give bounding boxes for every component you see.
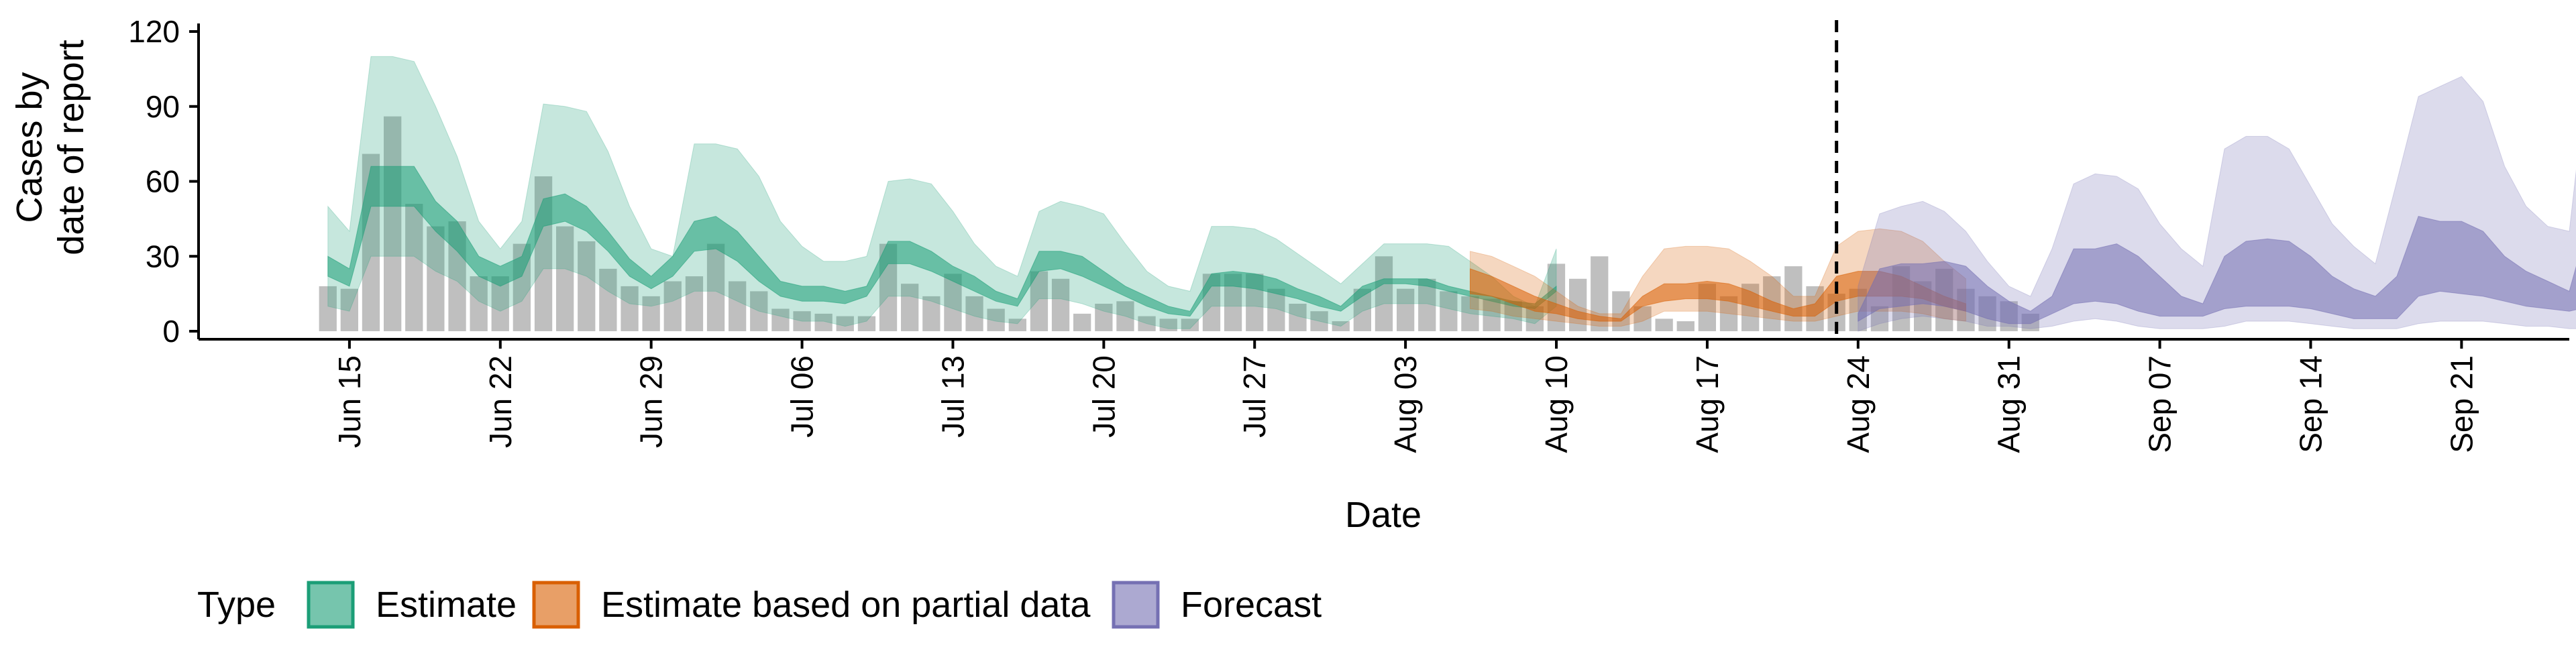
report-bar xyxy=(556,226,574,331)
report-bar xyxy=(578,241,596,331)
y-tick-label: 0 xyxy=(162,314,180,349)
report-bar xyxy=(1676,321,1695,331)
report-bar xyxy=(965,296,983,331)
x-tick-label: Aug 31 xyxy=(1992,355,2027,453)
y-tick-label: 30 xyxy=(146,239,180,274)
report-bar xyxy=(663,281,682,331)
forecast-outer-ribbon xyxy=(1858,76,2576,332)
report-bar xyxy=(1483,298,1501,331)
x-tick-label: Sep 07 xyxy=(2143,355,2178,453)
report-bar xyxy=(1397,288,1415,331)
x-tick-label: Sep 21 xyxy=(2444,355,2479,453)
report-bar xyxy=(319,286,337,331)
report-bar xyxy=(1332,321,1350,331)
report-bar xyxy=(1655,318,1673,331)
report-bar xyxy=(1569,278,1587,331)
report-bar xyxy=(1461,296,1479,331)
estimate-inner-ribbon xyxy=(327,166,1557,317)
x-tick-label: Aug 24 xyxy=(1841,355,1876,453)
report-bar xyxy=(836,316,854,331)
x-tick-label: Jun 29 xyxy=(634,355,669,448)
report-bar xyxy=(427,226,445,331)
x-tick-label: Jun 22 xyxy=(483,355,518,448)
legend-entry-label: Estimate xyxy=(376,585,517,625)
report-bar xyxy=(1051,278,1070,331)
y-tick-label: 120 xyxy=(128,14,180,49)
x-tick-label: Aug 17 xyxy=(1690,355,1725,453)
y-axis-label-line-2: date of report xyxy=(51,40,91,255)
report-bar xyxy=(599,268,617,331)
x-axis-label: Date xyxy=(1345,495,1421,535)
axes-layer: 0 30 60 90 120 Jun 15 Jun 22 Jun 29 Jul 06 Jul 13… xyxy=(128,14,2569,453)
report-bar xyxy=(1095,304,1113,331)
estimate-based-on-partial-data-outer-ribbon xyxy=(1470,228,1966,327)
report-bar xyxy=(750,291,768,331)
report-bar xyxy=(340,288,358,331)
report-bar xyxy=(1440,291,1458,331)
report-bar xyxy=(405,204,423,331)
y-axis-label-line-1: Cases by xyxy=(9,72,50,223)
report-bar xyxy=(621,286,639,331)
legend-key xyxy=(1112,581,1160,629)
x-tick-label: Sep 14 xyxy=(2294,355,2328,453)
report-bar xyxy=(814,313,833,331)
report-bar xyxy=(470,276,488,331)
legend-entry-label: Estimate based on partial data xyxy=(601,585,1091,625)
report-bar xyxy=(1289,304,1307,331)
report-bar xyxy=(1612,291,1630,331)
report-bar xyxy=(685,276,704,331)
report-bar xyxy=(1784,266,1803,331)
x-tick-label: Jul 20 xyxy=(1086,355,1121,438)
x-tick-label: Jul 27 xyxy=(1237,355,1272,438)
report-bar xyxy=(642,296,660,331)
report-bar xyxy=(1375,256,1393,332)
report-bar xyxy=(987,308,1005,331)
report-bar xyxy=(1008,318,1026,331)
report-bar xyxy=(1310,311,1328,331)
report-bar xyxy=(771,308,790,331)
report-bar xyxy=(922,296,941,331)
legend-key xyxy=(307,581,355,629)
legend-title: Type xyxy=(197,585,276,625)
report-bar xyxy=(1267,288,1285,331)
report-bar xyxy=(793,311,811,331)
report-bar xyxy=(1181,318,1199,331)
report-bar xyxy=(901,284,919,331)
legend-entry-label: Forecast xyxy=(1181,585,1322,625)
report-bar xyxy=(1159,318,1177,331)
y-tick-label: 60 xyxy=(146,164,180,199)
report-bar xyxy=(1116,301,1134,331)
x-tick-label: Aug 03 xyxy=(1388,355,1423,453)
report-bar xyxy=(729,281,747,331)
report-bar xyxy=(384,116,402,331)
report-bar xyxy=(706,243,725,331)
report-bar xyxy=(857,316,876,331)
x-tick-label: Jun 15 xyxy=(332,355,367,448)
forecast-inner-ribbon xyxy=(1858,216,2576,325)
x-tick-label: Jul 06 xyxy=(785,355,820,438)
ribbon-layer xyxy=(327,56,2576,332)
y-tick-label: 90 xyxy=(146,89,180,124)
x-tick-label: Aug 10 xyxy=(1539,355,1574,453)
legend-key xyxy=(532,581,580,629)
x-tick-label: Jul 13 xyxy=(936,355,971,438)
legend: Type Estimate Estimate based on partial da… xyxy=(197,581,1322,629)
report-bar xyxy=(1073,313,1091,331)
report-bar xyxy=(1547,263,1566,331)
report-bar xyxy=(1138,316,1156,331)
